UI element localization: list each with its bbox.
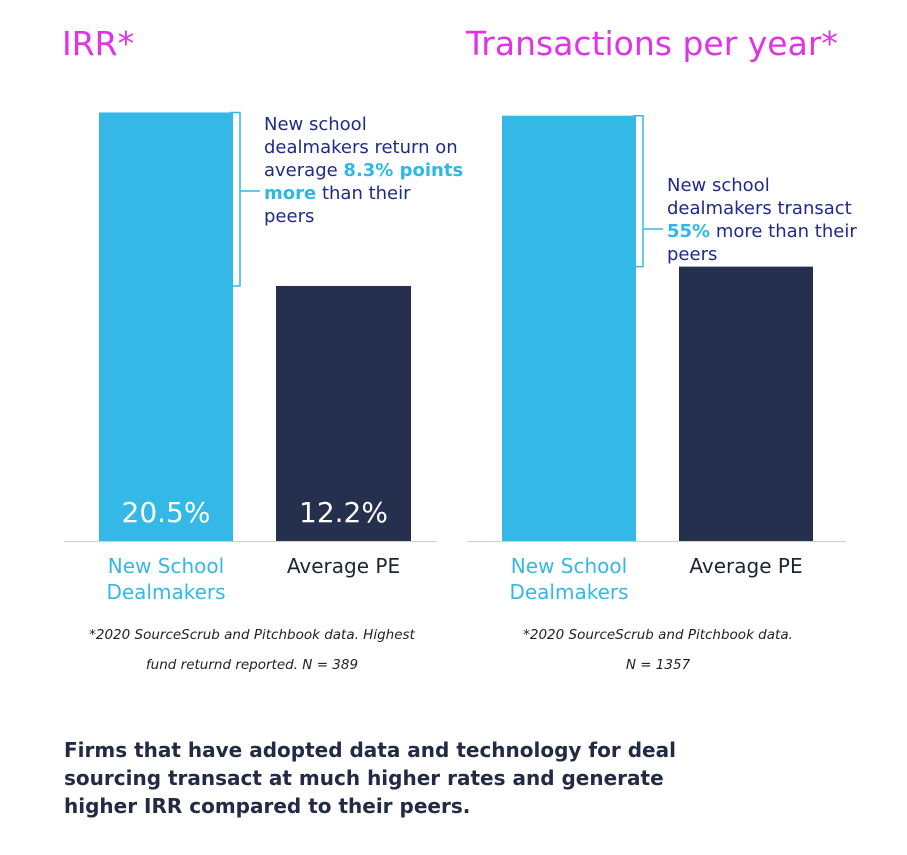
irr-annotation: New school dealmakers return on average … (264, 113, 464, 228)
summary-text: Firms that have adopted data and technol… (64, 738, 676, 818)
transactions-footnote: *2020 SourceScrub and Pitchbook data. N … (468, 620, 848, 680)
transactions-bracket (633, 114, 644, 268)
transactions-chart-title: Transactions per year* (466, 24, 838, 63)
transactions-category-label-1-0: Average PE (689, 554, 802, 578)
irr-data-label-1: 12.2% (299, 496, 388, 529)
transactions-bar-0 (502, 115, 636, 541)
irr-footnote-line2: fund returnd reported. N = 389 (145, 657, 359, 673)
irr-bar-1 (276, 285, 411, 541)
transactions-annotation: New school dealmakers transact 55% more … (667, 174, 867, 266)
irr-bracket (230, 111, 241, 287)
irr-category-label-0-0: New School (108, 554, 224, 578)
irr-chart-title: IRR* (62, 24, 135, 63)
transactions-annotation-post: more than their peers (667, 221, 857, 265)
transactions-annotation-highlight: 55% (667, 221, 711, 242)
irr-annotation-post: than their peers (264, 183, 411, 227)
transactions-footnote-line1: *2020 SourceScrub and Pitchbook data. (523, 627, 793, 643)
irr-annotation-highlight: 8.3% points more (264, 160, 464, 204)
irr-footnote: *2020 SourceScrub and Pitchbook data. Hi… (62, 620, 442, 680)
irr-data-label-0: 20.5% (122, 496, 211, 529)
irr-bar-0 (99, 112, 233, 541)
irr-footnote-line1: *2020 SourceScrub and Pitchbook data. Hi… (89, 627, 415, 643)
transactions-bar-1 (679, 266, 813, 541)
transactions-category-label-0-1: Dealmakers (509, 580, 628, 604)
transactions-category-label-0-0: New School (511, 554, 627, 578)
irr-category-label-1-0: Average PE (287, 554, 400, 578)
irr-annotation-pre: New school dealmakers return on average (264, 114, 458, 181)
transactions-footnote-line2: N = 1357 (625, 657, 691, 673)
transactions-annotation-pre: New school dealmakers transact (667, 175, 852, 219)
irr-category-label-0-1: Dealmakers (106, 580, 225, 604)
